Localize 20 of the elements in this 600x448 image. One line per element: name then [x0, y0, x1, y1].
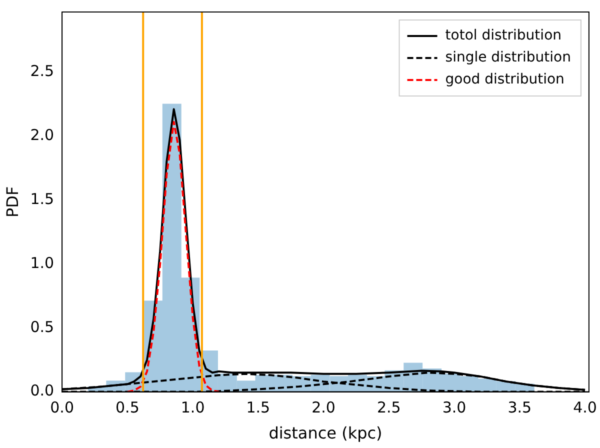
legend-label: single distribution [445, 50, 571, 66]
y-tick-label: 0.0 [30, 382, 54, 400]
x-tick-label: 3.0 [442, 398, 466, 417]
y-tick-label: 1.0 [30, 254, 54, 272]
legend-label: good distribution [445, 72, 564, 88]
y-tick-label: 0.5 [30, 318, 54, 336]
x-tick-label: 2.5 [376, 398, 401, 417]
x-tick-label: 0.0 [50, 398, 74, 417]
x-tick-label: 4.0 [573, 398, 597, 417]
x-tick-label: 2.0 [312, 398, 336, 417]
y-tick-label: 2.0 [30, 126, 54, 144]
x-axis-title: distance (kpc) [268, 424, 382, 443]
y-axis-title: PDF [2, 186, 22, 218]
x-tick-label: 1.0 [180, 398, 205, 417]
y-tick-label: 1.5 [30, 190, 54, 208]
x-tick-label: 3.5 [508, 398, 532, 417]
y-tick-label: 2.5 [30, 62, 54, 80]
x-tick-label: 0.5 [115, 398, 140, 417]
x-tick-label: 1.5 [246, 398, 270, 417]
legend-label: totol distribution [445, 28, 562, 44]
